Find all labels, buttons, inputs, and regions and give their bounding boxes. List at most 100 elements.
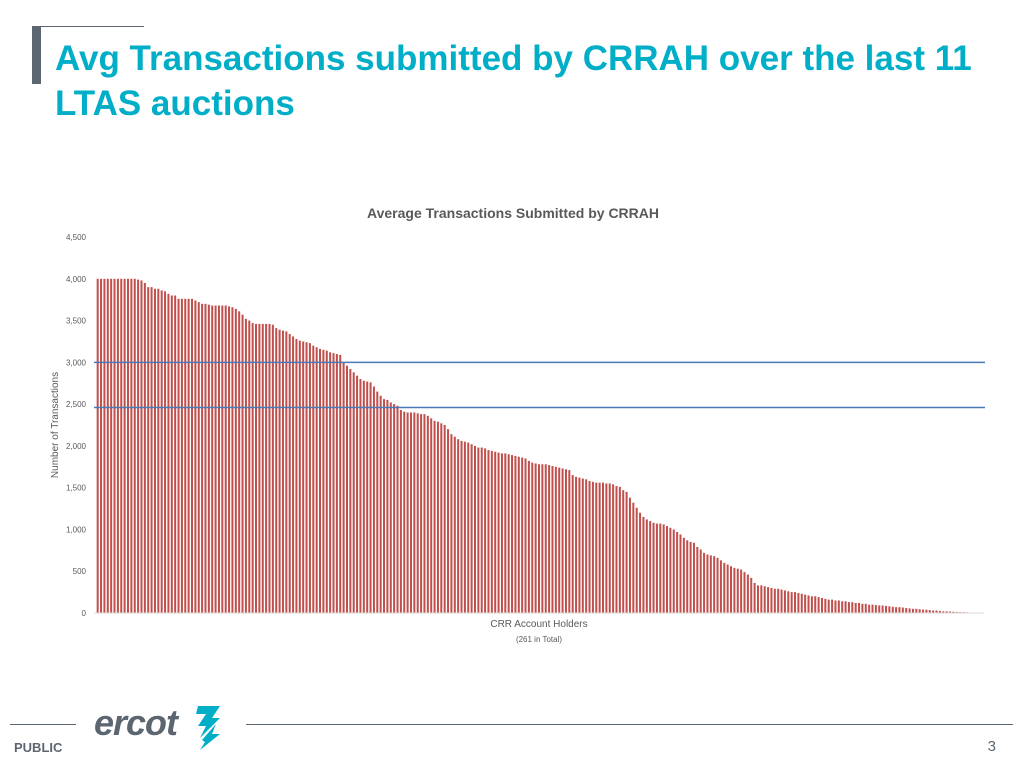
bar xyxy=(271,324,274,613)
bar xyxy=(844,601,847,613)
bar xyxy=(389,402,392,613)
bar xyxy=(477,447,480,613)
bar xyxy=(874,605,877,613)
bar xyxy=(847,602,850,613)
bar xyxy=(224,305,227,613)
bar xyxy=(834,600,837,613)
bar xyxy=(261,323,264,613)
bar xyxy=(96,278,99,613)
page-number: 3 xyxy=(987,738,996,755)
bar xyxy=(888,606,891,613)
bar xyxy=(504,453,507,613)
bar xyxy=(194,300,197,613)
bar xyxy=(423,414,426,613)
bar xyxy=(652,522,655,613)
footer-rule-left xyxy=(10,724,76,725)
bar xyxy=(760,585,763,613)
bar xyxy=(349,369,352,613)
bar xyxy=(238,311,241,613)
y-tick-label: 3,500 xyxy=(66,317,87,326)
bar xyxy=(871,604,874,613)
bar xyxy=(561,468,564,613)
bar xyxy=(662,524,665,613)
bar xyxy=(824,598,827,613)
bar xyxy=(356,375,359,613)
bar xyxy=(366,381,369,613)
bar xyxy=(436,421,439,613)
bar xyxy=(214,305,217,613)
reference-lines xyxy=(94,361,985,409)
bar xyxy=(298,340,301,613)
bar xyxy=(800,593,803,613)
x-axis-label: CRR Account Holders xyxy=(490,619,587,630)
bar xyxy=(558,467,561,613)
bar xyxy=(517,456,520,613)
logo-wordmark: ercot xyxy=(94,702,178,743)
bar xyxy=(575,476,578,613)
bar xyxy=(116,278,119,613)
bar xyxy=(635,507,638,613)
bar xyxy=(325,350,328,613)
bar xyxy=(898,607,901,613)
bar xyxy=(817,597,820,613)
bar xyxy=(790,592,793,613)
bar xyxy=(376,391,379,613)
bar xyxy=(804,594,807,613)
bar xyxy=(831,599,834,613)
bar xyxy=(952,611,955,613)
bar xyxy=(531,462,534,613)
bar xyxy=(281,330,284,613)
y-axis-label: Number of Transactions xyxy=(50,372,61,478)
y-tick-label: 0 xyxy=(82,609,87,618)
bar xyxy=(851,602,854,613)
bar xyxy=(457,439,460,613)
bar xyxy=(170,295,173,613)
bar xyxy=(383,399,386,613)
bar xyxy=(932,610,935,613)
bar xyxy=(719,560,722,613)
bar xyxy=(322,349,325,613)
bar xyxy=(231,307,234,613)
bar xyxy=(679,534,682,613)
bar xyxy=(255,323,258,613)
y-tick-label: 2,000 xyxy=(66,442,87,451)
bar xyxy=(743,572,746,613)
bar xyxy=(770,587,773,613)
bar xyxy=(467,442,470,613)
bar xyxy=(332,353,335,613)
bar xyxy=(699,549,702,613)
bar xyxy=(197,302,200,613)
bar xyxy=(878,605,881,613)
classification-label: PUBLIC xyxy=(14,740,63,755)
bar xyxy=(123,278,126,613)
bar xyxy=(740,569,743,613)
bar xyxy=(265,323,268,613)
bar xyxy=(820,597,823,613)
bar xyxy=(918,609,921,613)
bar xyxy=(143,282,146,613)
bar xyxy=(868,604,871,613)
bar xyxy=(861,603,864,613)
bar xyxy=(217,305,220,613)
bar xyxy=(703,552,706,613)
bar xyxy=(150,287,153,613)
bar-chart: Average Transactions Submitted by CRRAH … xyxy=(50,205,985,644)
bar xyxy=(207,304,210,613)
bar xyxy=(706,554,709,613)
bar xyxy=(797,592,800,613)
bar xyxy=(736,568,739,613)
bar xyxy=(686,540,689,613)
bar xyxy=(858,602,861,613)
bar xyxy=(440,423,443,613)
bar xyxy=(773,588,776,613)
bar xyxy=(777,588,780,613)
bar xyxy=(642,516,645,613)
bar xyxy=(527,460,530,613)
bar xyxy=(544,464,547,613)
bar xyxy=(551,465,554,613)
bar xyxy=(133,278,136,613)
bar xyxy=(399,409,402,613)
bar xyxy=(750,577,753,613)
bar xyxy=(905,607,908,613)
bar xyxy=(268,323,271,613)
